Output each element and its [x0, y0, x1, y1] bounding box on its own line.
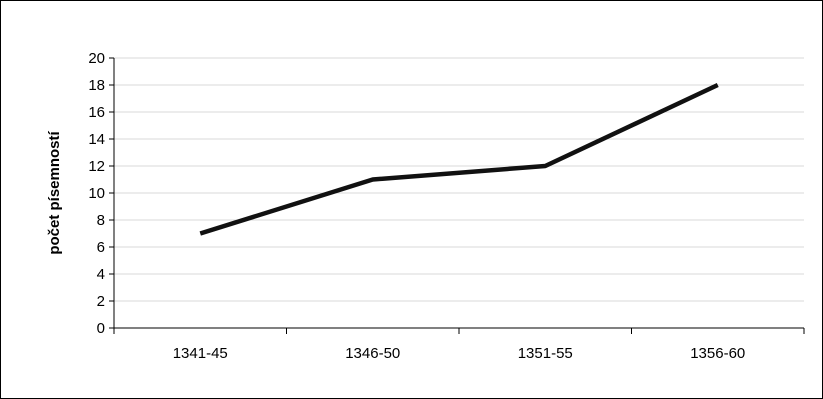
y-tick-label: 14: [88, 131, 105, 148]
y-tick-label: 2: [97, 293, 105, 310]
series: [199, 82, 719, 236]
x-tick-label: 1351-55: [518, 345, 573, 362]
y-tick-label: 4: [97, 266, 105, 283]
y-tick-label: 8: [97, 212, 105, 229]
series-line-0: [199, 82, 719, 236]
y-tick-label: 16: [88, 104, 105, 121]
y-tick-label: 0: [97, 320, 105, 337]
x-tick-labels: 1341-45 1346-50 1351-55 1356-60: [173, 345, 746, 362]
y-tick-label: 10: [88, 185, 105, 202]
y-tick-labels: 0 2 4 6 8 10 12 14 16 18 20: [88, 50, 105, 337]
y-tick-label: 6: [97, 239, 105, 256]
y-axis-title: počet písemností: [46, 130, 63, 254]
grid-lines: [114, 57, 804, 302]
axes: [109, 57, 805, 334]
x-tick-label: 1346-50: [345, 345, 400, 362]
x-tick-label: 1356-60: [690, 345, 745, 362]
x-tick-label: 1341-45: [173, 345, 228, 362]
y-tick-label: 18: [88, 77, 105, 94]
y-tick-label: 12: [88, 158, 105, 175]
y-tick-label: 20: [88, 50, 105, 67]
